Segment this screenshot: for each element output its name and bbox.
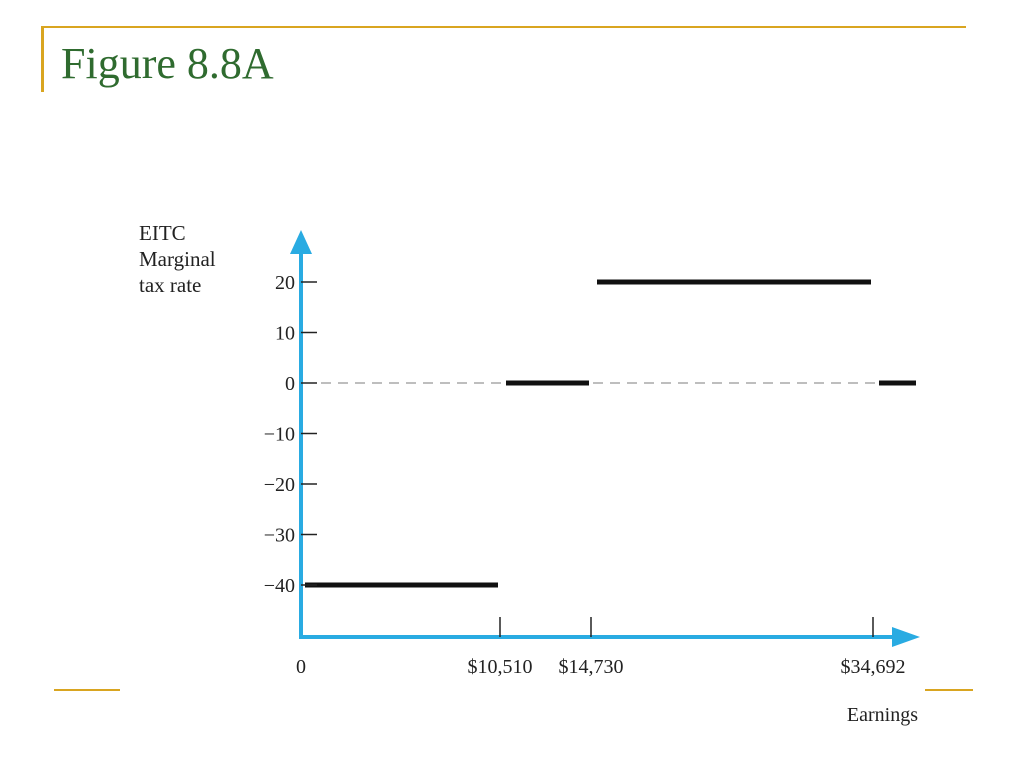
- x-axis-arrowhead: [892, 627, 920, 647]
- x-tick-label: $14,730: [559, 656, 624, 678]
- axes: [290, 230, 920, 647]
- y-tick-label: −20: [264, 474, 295, 496]
- y-axis-label-line: Marginal: [139, 247, 216, 271]
- y-axis-arrowhead: [290, 230, 312, 254]
- y-tick-label: −40: [264, 575, 295, 597]
- y-axis-label-line: EITC: [139, 221, 186, 245]
- y-tick-label: 10: [275, 323, 295, 345]
- x-tick-label: $10,510: [468, 656, 533, 678]
- title-accent-horizontal-rule: [41, 26, 966, 28]
- y-tick-label: −10: [264, 424, 295, 446]
- y-axis-label-line: tax rate: [139, 273, 201, 297]
- y-tick-label: 20: [275, 272, 295, 294]
- x-axis-ticks: 0 $10,510 $14,730 $34,692: [296, 617, 906, 678]
- y-axis-label-text: EITC Marginal tax rate: [139, 221, 216, 297]
- x-tick-label: $34,692: [841, 656, 906, 678]
- slide-title: Figure 8.8A: [61, 39, 274, 88]
- footer-accent-rule-left: [54, 689, 120, 691]
- y-axis-label: EITC Marginal tax rate: [139, 221, 216, 297]
- x-axis-label: Earnings: [847, 704, 918, 726]
- x-axis-label-text: Earnings: [847, 704, 918, 726]
- footer-accent-rule-right: [925, 689, 973, 691]
- x-tick-label: 0: [296, 656, 306, 678]
- y-tick-label: −30: [264, 525, 295, 547]
- y-tick-label: 0: [285, 373, 295, 395]
- series-marginal-tax-rate: [305, 279, 916, 588]
- title-accent-vertical-rule: [41, 26, 44, 92]
- y-axis-ticks: 20 10 0 −10 −20 −30 −40: [264, 272, 317, 597]
